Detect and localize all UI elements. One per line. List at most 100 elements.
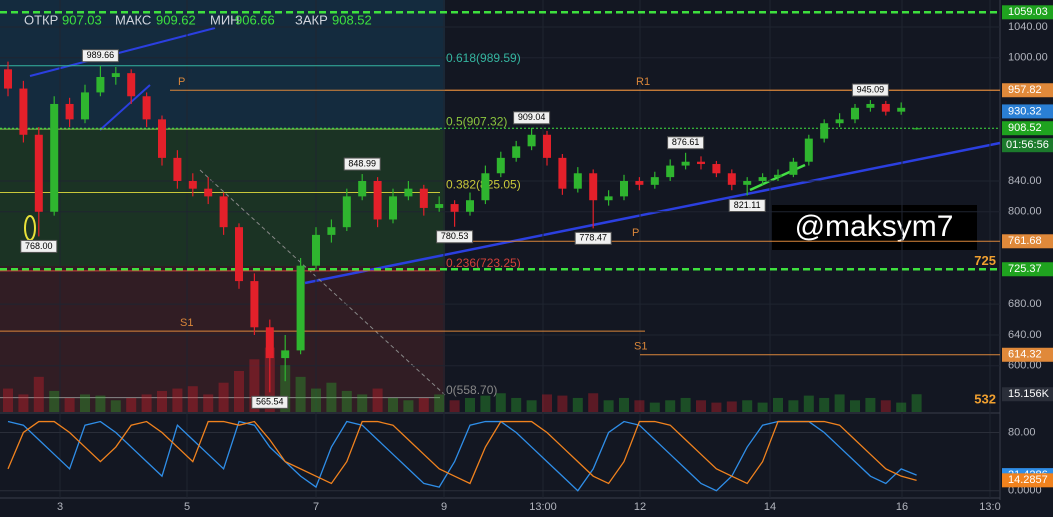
y-tick-label: 600.00 (1008, 360, 1042, 372)
price-tag (1002, 5, 1053, 20)
volume-bar (187, 386, 198, 412)
volume-bar (234, 371, 244, 412)
candle-body (65, 103, 74, 120)
candle-body (404, 188, 413, 197)
candle-body (835, 119, 844, 124)
candle-body (419, 188, 428, 208)
volume-bar (126, 397, 137, 412)
y-tick-label: 1040.00 (1008, 21, 1048, 33)
x-tick-label: 5 (184, 501, 190, 513)
candle-body (342, 196, 351, 228)
volume-bar (403, 400, 414, 412)
candle-body (697, 161, 705, 165)
candle-body (789, 161, 798, 175)
fib-label: 0.236(723.25) (446, 256, 521, 270)
candle-body (604, 196, 613, 201)
watermark: @maksym7 (795, 210, 954, 243)
candle-body (34, 134, 43, 212)
candle-body (496, 157, 505, 174)
volume-bar (357, 394, 368, 412)
price-tag (1002, 104, 1053, 119)
watermark-box (772, 205, 977, 250)
volume-bar (711, 402, 722, 412)
volume-bar (311, 388, 321, 412)
candle-body (281, 350, 290, 359)
candle-body (50, 103, 59, 212)
note-box (574, 231, 612, 245)
note-label: 821.11 (734, 200, 761, 210)
candle-body (373, 180, 382, 220)
price-tag-label: 761.68 (1008, 235, 1042, 247)
note-box (81, 49, 119, 63)
osc-tag (1002, 473, 1053, 488)
candle-body (250, 281, 259, 328)
volume-bar (434, 394, 445, 412)
note-box (513, 111, 551, 125)
candle-body (820, 123, 829, 139)
price-tag (1002, 83, 1053, 98)
candle-body (527, 134, 536, 147)
price-tag-label: 930.32 (1008, 105, 1042, 117)
candle-body (851, 107, 859, 120)
volume-bar (80, 394, 90, 412)
pivot-label: S1 (180, 317, 193, 329)
volume-bar (295, 376, 306, 412)
candle-body (173, 157, 182, 181)
volume-bar (850, 400, 860, 412)
price-tag (1002, 234, 1053, 249)
candle-body (96, 77, 105, 93)
candle-body (620, 180, 628, 197)
candle-body (897, 107, 906, 112)
price-tag-label: 908.52 (1008, 122, 1042, 134)
volume-bar (18, 394, 29, 412)
header-label: ОТКР (24, 12, 58, 27)
volume-bar (388, 397, 398, 412)
x-tick-label: 16 (896, 501, 908, 513)
candle-body (881, 103, 890, 112)
volume-bar (418, 397, 429, 412)
volume-bar (49, 390, 60, 412)
pivot-label: R1 (636, 76, 650, 88)
note-label: 989.66 (87, 50, 115, 60)
price-tag (1002, 121, 1053, 136)
header-label: ЗАКР (295, 12, 328, 27)
header-value: 907.03 (62, 12, 102, 27)
side-text: 532 (974, 391, 996, 406)
candle-body (650, 177, 659, 185)
y-tick-label: 800.00 (1008, 206, 1042, 218)
candle-body (327, 227, 336, 235)
volume-bar (896, 402, 907, 412)
trend-line (304, 141, 1001, 285)
x-tick-label: 14 (764, 501, 776, 513)
osc-line (7, 420, 917, 492)
volume-bar (372, 388, 383, 412)
note-box (251, 395, 289, 409)
volume-bar (33, 376, 44, 412)
pivot-label: P (632, 227, 639, 239)
candle-body (543, 134, 551, 158)
fib-label: 0(558.70) (446, 383, 497, 397)
price-tag-label: 957.82 (1008, 84, 1042, 96)
volume-bar (326, 382, 337, 412)
volume-bar (819, 397, 830, 412)
candle-body (712, 164, 721, 174)
volume-bar (588, 393, 599, 412)
candle-body (219, 196, 228, 228)
volume-bar (480, 395, 491, 412)
volume-bar (249, 359, 260, 412)
y-tick-label: 840.00 (1008, 175, 1042, 187)
price-tag-label: 614.32 (1008, 349, 1042, 361)
fib-label: 0.618(989.59) (446, 51, 521, 65)
volume-bar (110, 400, 121, 412)
candle-body (358, 180, 367, 197)
volume-bar (3, 388, 13, 412)
volume-bar (172, 388, 183, 412)
candle-body (81, 92, 89, 120)
price-tag-label: 725.37 (1008, 263, 1042, 275)
trend-line (99, 84, 151, 131)
x-tick-label: 7 (313, 501, 319, 513)
volume-bar (542, 394, 552, 412)
volume-bar (680, 397, 691, 412)
header-label: МАКС (115, 12, 151, 27)
